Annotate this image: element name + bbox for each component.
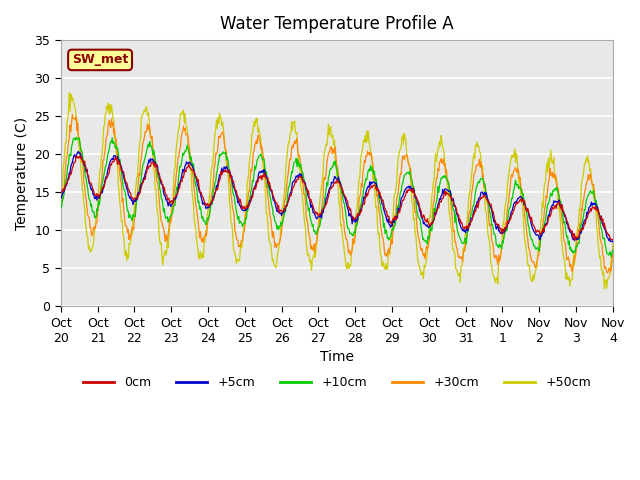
X-axis label: Time: Time <box>320 350 354 364</box>
Legend: 0cm, +5cm, +10cm, +30cm, +50cm: 0cm, +5cm, +10cm, +30cm, +50cm <box>78 371 596 394</box>
0cm <box>609 237 617 242</box>
0cm <box>179 174 187 180</box>
+10cm <box>179 150 187 156</box>
+50cm <box>609 241 617 247</box>
0cm <box>57 189 65 194</box>
+50cm <box>383 265 390 271</box>
+5cm <box>329 180 337 186</box>
+5cm <box>608 239 616 245</box>
+5cm <box>179 167 187 172</box>
Title: Water Temperature Profile A: Water Temperature Profile A <box>220 15 454 33</box>
+50cm <box>203 229 211 235</box>
0cm <box>203 202 211 208</box>
+30cm <box>604 270 611 276</box>
0cm <box>383 209 390 215</box>
+30cm <box>559 225 567 231</box>
+30cm <box>68 111 76 117</box>
+10cm <box>329 164 337 169</box>
+50cm <box>559 250 567 256</box>
Line: +5cm: +5cm <box>61 152 613 242</box>
+50cm <box>65 90 73 96</box>
0cm <box>329 184 337 190</box>
+30cm <box>329 146 337 152</box>
Line: +50cm: +50cm <box>61 93 613 289</box>
+30cm <box>437 156 445 162</box>
+50cm <box>600 286 608 292</box>
+5cm <box>609 238 617 244</box>
+10cm <box>72 134 80 140</box>
Y-axis label: Temperature (C): Temperature (C) <box>15 117 29 230</box>
+5cm <box>75 149 83 155</box>
+5cm <box>203 205 211 211</box>
+30cm <box>203 233 211 239</box>
+30cm <box>179 129 187 134</box>
+10cm <box>607 254 615 260</box>
0cm <box>607 237 615 242</box>
+10cm <box>609 247 617 253</box>
+30cm <box>383 253 390 259</box>
+50cm <box>57 208 65 214</box>
0cm <box>437 199 445 205</box>
+50cm <box>329 133 337 139</box>
+30cm <box>609 251 617 256</box>
+30cm <box>57 204 65 210</box>
+5cm <box>57 195 65 201</box>
+10cm <box>437 175 445 181</box>
+5cm <box>383 217 390 223</box>
+50cm <box>437 132 445 138</box>
Line: +10cm: +10cm <box>61 137 613 257</box>
+10cm <box>383 229 390 235</box>
+10cm <box>559 215 567 220</box>
+50cm <box>179 108 187 114</box>
+10cm <box>203 220 211 226</box>
+5cm <box>437 193 445 199</box>
Line: +30cm: +30cm <box>61 114 613 273</box>
Text: SW_met: SW_met <box>72 53 128 66</box>
Line: 0cm: 0cm <box>61 156 613 240</box>
+10cm <box>57 204 65 209</box>
+5cm <box>559 209 567 215</box>
0cm <box>72 153 80 159</box>
0cm <box>559 207 567 213</box>
